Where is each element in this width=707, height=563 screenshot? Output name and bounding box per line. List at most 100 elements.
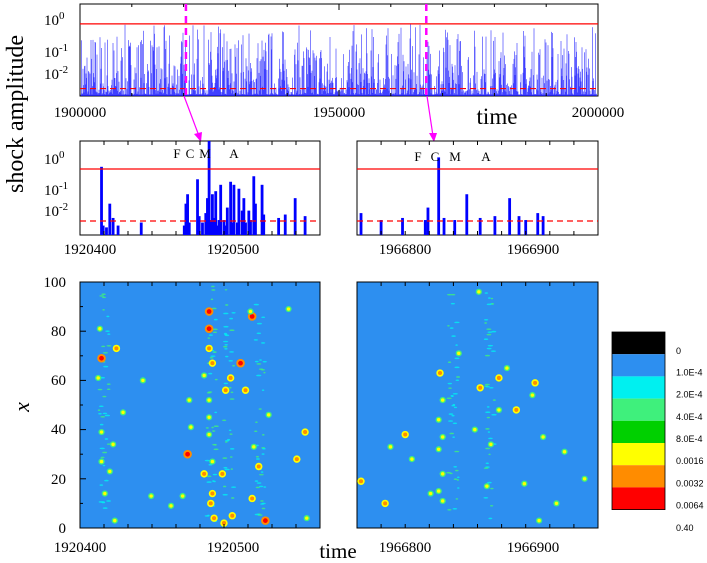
heat-spot — [440, 472, 445, 476]
shock-bar — [453, 220, 457, 235]
shock-bar — [232, 184, 236, 235]
heat-spot — [562, 450, 567, 454]
heat-streak — [211, 289, 216, 291]
colorbar-swatch — [612, 354, 665, 377]
heat-streak — [259, 473, 264, 476]
shock-bar — [214, 191, 218, 235]
zoom-arrow-left — [183, 95, 200, 137]
heat-streak — [486, 328, 492, 330]
heat-spot — [485, 484, 489, 488]
heat-spot — [230, 513, 235, 518]
heat-spot — [530, 393, 535, 397]
shock-bar — [224, 225, 228, 235]
heat-spot — [202, 471, 207, 476]
heat-streak — [254, 360, 259, 363]
heat-spot — [220, 471, 225, 476]
heat-streak — [456, 376, 461, 378]
heat-streak — [453, 406, 458, 409]
heat-streak — [211, 307, 217, 310]
top-axis-ticks — [79, 4, 599, 96]
heat-streak — [483, 496, 489, 499]
top-ytick-3: 10-2 — [44, 64, 68, 83]
heat-streak — [224, 441, 228, 443]
heat-streak — [485, 385, 490, 388]
shock-bar — [260, 184, 264, 235]
heat-streak — [211, 285, 215, 288]
zoom-left-ann-F: F — [173, 146, 180, 161]
shock-bar — [230, 222, 234, 235]
heat-streak — [106, 383, 111, 385]
heat-spot — [189, 425, 193, 429]
heat-streak — [214, 378, 218, 381]
heat-streak — [457, 487, 460, 489]
heat-streak — [97, 388, 103, 391]
heat-spot — [202, 373, 206, 378]
heat-streak — [225, 355, 229, 358]
top-xtick-3: 2000000 — [572, 105, 625, 121]
heat-streak — [211, 430, 216, 432]
heat-streak — [487, 331, 493, 333]
heat-streak — [258, 408, 262, 410]
heat-streak — [483, 338, 489, 340]
heat-streak — [210, 298, 214, 301]
heat-streak — [208, 372, 213, 375]
heatmap-ytick-100: 100 — [44, 275, 67, 291]
heat-streak — [262, 447, 266, 450]
heat-streak — [488, 453, 491, 456]
zoom-right-ticks — [356, 141, 599, 235]
heat-spot — [141, 378, 145, 383]
heat-streak — [104, 438, 109, 440]
heat-streak — [447, 361, 452, 364]
heat-streak — [98, 412, 102, 415]
heat-streak — [102, 395, 107, 398]
heat-streak — [229, 398, 235, 400]
shock-bar — [186, 194, 189, 235]
zoom-left-bars — [100, 141, 307, 235]
heat-streak — [229, 456, 233, 458]
heat-spot — [403, 432, 408, 437]
heatmap-left-spots — [95, 305, 310, 527]
heat-streak — [231, 486, 237, 488]
top-ytick-1: 100 — [44, 10, 65, 29]
heat-streak — [229, 317, 234, 320]
x-axis-variable-label: x — [9, 402, 34, 413]
heat-streak — [106, 344, 112, 347]
shock-bar — [105, 227, 108, 235]
heat-streak — [207, 337, 211, 339]
heat-streak — [102, 309, 105, 311]
heatmap-ytick-60: 60 — [51, 373, 66, 389]
heat-spot — [108, 469, 112, 474]
heat-streak — [102, 296, 106, 299]
shock-bar — [249, 220, 252, 235]
heat-streak — [447, 324, 450, 327]
shock-bar — [219, 184, 223, 235]
heat-spot — [410, 457, 414, 461]
shock-bar — [111, 217, 115, 235]
heat-streak — [102, 464, 106, 467]
heat-streak — [263, 486, 267, 488]
heat-streak — [256, 374, 262, 377]
heat-streak — [223, 466, 228, 469]
shock-bar — [101, 225, 105, 235]
heat-streak — [262, 360, 267, 363]
heat-spot — [383, 501, 388, 506]
heat-streak — [99, 447, 105, 450]
heat-spot — [228, 375, 233, 380]
heat-streak — [448, 387, 452, 389]
shock-bar — [465, 194, 469, 235]
colorbar-label: 2.0E-4 — [676, 390, 703, 400]
heat-streak — [455, 379, 460, 382]
heat-spot — [388, 445, 393, 449]
heat-streak — [485, 428, 490, 430]
heatmap-ytick-80: 80 — [51, 324, 66, 340]
heat-streak — [212, 473, 218, 476]
heat-streak — [204, 459, 211, 462]
heat-streak — [451, 335, 456, 337]
colorbar-swatch — [612, 420, 665, 443]
heat-streak — [449, 472, 453, 475]
heat-streak — [452, 436, 456, 438]
shock-bar — [359, 213, 363, 235]
heat-streak — [259, 359, 262, 361]
heat-streak — [100, 376, 105, 379]
heat-streak — [97, 409, 101, 412]
